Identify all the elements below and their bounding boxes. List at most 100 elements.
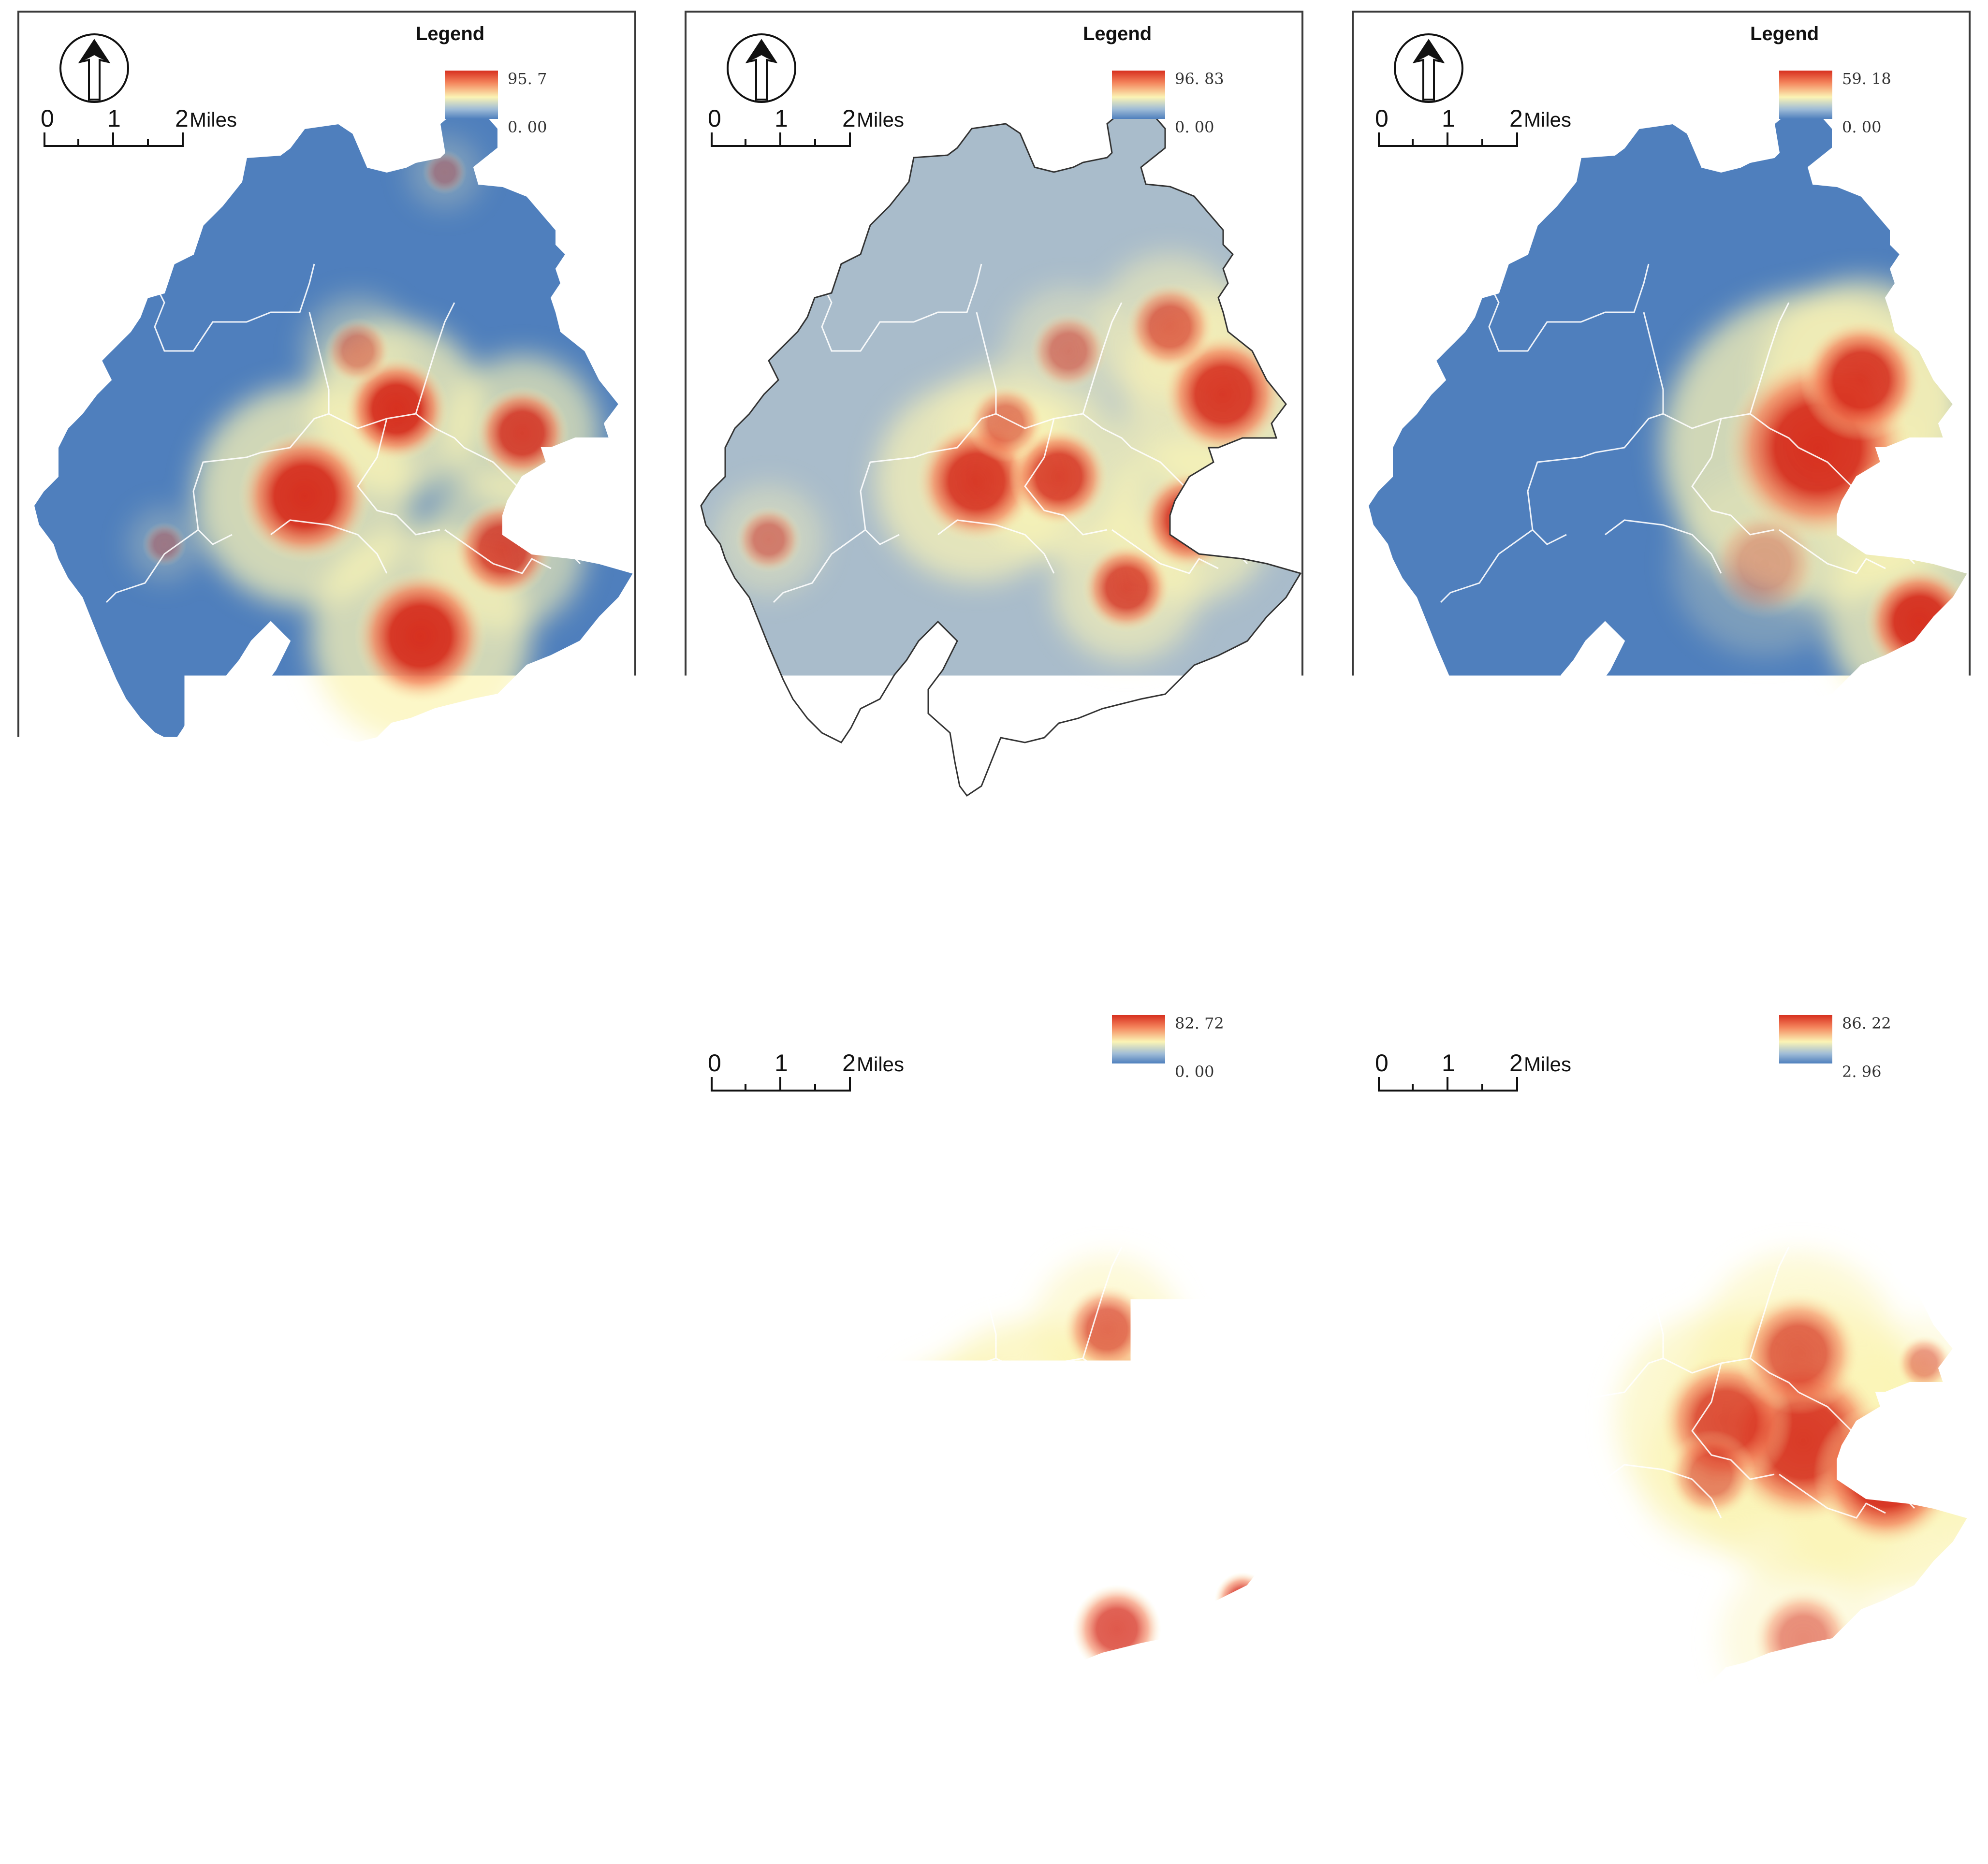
- scale-tick-2: 2: [1509, 1049, 1523, 1077]
- hotspot-core: [324, 318, 391, 384]
- legend-max-value: 83. 90: [508, 1014, 557, 1033]
- hotspot-core: [1845, 456, 1945, 556]
- hotspot-core: [1864, 566, 1971, 677]
- scale-ruler: [1378, 132, 1518, 147]
- hotspot-core: [295, 1262, 362, 1329]
- hotspot-core: [423, 150, 467, 194]
- map-title: Ecological: [1354, 830, 1971, 871]
- map-title: Medical: [19, 830, 636, 871]
- hotspot-core: [967, 385, 1045, 463]
- scale-tick-1: 1: [775, 1049, 788, 1077]
- legend-min-value: 0. 00: [1175, 1063, 1214, 1081]
- scale-tick-0: 0: [41, 1049, 54, 1077]
- legend-color-ramp: [1779, 1015, 1832, 1063]
- scale-ruler: [1378, 1077, 1518, 1092]
- scale-tick-1: 1: [1442, 104, 1455, 132]
- scale-tick-1: 1: [107, 104, 121, 132]
- map-title: Transportation: [1354, 1774, 1971, 1815]
- map-panel-ecological: 0 1 2 Miles Legend 59. 18 0. 00 Ecologic…: [1352, 11, 1971, 904]
- map-title: Educational: [687, 830, 1303, 871]
- legend-title: Legend: [1083, 968, 1152, 990]
- scale-unit: Miles: [1524, 108, 1571, 131]
- scale-bar: 0 1 2 Miles: [44, 104, 247, 153]
- hotspot-core: [1030, 312, 1108, 390]
- scale-tick-0: 0: [1375, 1049, 1389, 1077]
- legend-title: Legend: [1750, 968, 1819, 990]
- legend-max-value: 82. 72: [1175, 1014, 1224, 1033]
- scale-tick-0: 0: [708, 1049, 721, 1077]
- hotspot-core: [1813, 1402, 1958, 1547]
- map-panel-transportation: 0 1 2 Miles Legend 86. 22 2. 96 Transpor…: [1352, 955, 1971, 1849]
- map-panel-cultural-and-sports: 0 1 2 Miles Legend 83. 90 0. 00 Cultural…: [17, 955, 636, 1849]
- hotspot-core: [735, 506, 802, 573]
- scale-tick-1: 1: [775, 104, 788, 132]
- legend-color-ramp: [445, 1015, 498, 1063]
- legend-title: Legend: [1083, 23, 1152, 45]
- hotspot-core: [475, 386, 570, 481]
- scale-ruler: [711, 1077, 851, 1092]
- legend-max-value: 59. 18: [1842, 70, 1891, 88]
- hotspot-core: [1126, 282, 1214, 371]
- hotspot-core: [1667, 1430, 1756, 1519]
- hotspot-core: [476, 1399, 598, 1521]
- legend-color-ramp: [445, 71, 498, 119]
- hotspot-core: [1899, 1411, 1971, 1500]
- scale-unit: Miles: [1524, 1053, 1571, 1076]
- legend-title: Legend: [1750, 23, 1819, 45]
- hotspot-core: [1063, 1285, 1152, 1374]
- hotspot-core: [238, 429, 371, 563]
- legend-max-value: 95. 7: [508, 70, 547, 88]
- legend-color-ramp: [1112, 1015, 1165, 1063]
- legend-max-value: 86. 22: [1842, 1014, 1891, 1033]
- legend-max-value: 96. 83: [1175, 70, 1224, 88]
- legend-min-value: 0. 00: [508, 118, 547, 136]
- scale-unit: Miles: [857, 1053, 904, 1076]
- scale-tick-2: 2: [842, 104, 856, 132]
- hotspot-core: [492, 1517, 581, 1606]
- scale-ruler: [44, 132, 184, 147]
- north-arrow-icon: [1392, 976, 1465, 1049]
- hotspot-core: [1738, 1293, 1860, 1415]
- scale-tick-2: 2: [842, 1049, 856, 1077]
- map-title: Commercial: [687, 1774, 1303, 1815]
- scale-bar: 0 1 2 Miles: [44, 1049, 247, 1097]
- north-arrow-icon: [725, 32, 798, 104]
- hotspot-core: [1147, 1403, 1280, 1536]
- scale-tick-0: 0: [1375, 104, 1389, 132]
- legend-min-value: 2. 96: [1842, 1063, 1881, 1081]
- north-arrow-icon: [725, 976, 798, 1049]
- hotspot-core: [1215, 1573, 1271, 1628]
- map-title: Cultural and sports: [19, 1774, 636, 1815]
- legend-title: Legend: [416, 968, 484, 990]
- hotspot-core: [1800, 319, 1923, 441]
- scale-ruler: [711, 132, 851, 147]
- map-panel-educational: 0 1 2 Miles Legend 96. 83 0. 00 Educatio…: [685, 11, 1303, 904]
- legend-color-ramp: [1112, 71, 1165, 119]
- map-panel-medical: 0 1 2 Miles Legend 95. 7 0. 00 Medical: [17, 11, 636, 904]
- scale-unit: Miles: [857, 108, 904, 131]
- hotspot-core: [1709, 508, 1820, 619]
- hotspot-core: [354, 569, 487, 703]
- north-arrow-icon: [1392, 32, 1465, 104]
- north-arrow-icon: [58, 32, 131, 104]
- scale-tick-1: 1: [107, 1049, 121, 1077]
- scale-bar: 0 1 2 Miles: [1378, 1049, 1581, 1097]
- hotspot-core: [1754, 1589, 1854, 1689]
- hotspot-core: [142, 522, 187, 567]
- scale-tick-0: 0: [708, 104, 721, 132]
- legend-title: Legend: [416, 23, 484, 45]
- scale-ruler: [44, 1077, 184, 1092]
- scale-bar: 0 1 2 Miles: [711, 104, 914, 153]
- scale-tick-2: 2: [175, 104, 189, 132]
- map-panel-commercial: 0 1 2 Miles Legend 82. 72 0. 00 Commerci…: [685, 955, 1303, 1849]
- scale-tick-2: 2: [1509, 104, 1523, 132]
- legend-min-value: 0. 00: [1842, 118, 1881, 136]
- hotspot-core: [1082, 543, 1171, 632]
- scale-tick-2: 2: [175, 1049, 189, 1077]
- legend-min-value: 0. 00: [508, 1063, 547, 1081]
- north-arrow-icon: [58, 976, 131, 1049]
- scale-tick-1: 1: [1442, 1049, 1455, 1077]
- scale-bar: 0 1 2 Miles: [711, 1049, 914, 1097]
- scale-bar: 0 1 2 Miles: [1378, 104, 1581, 153]
- scale-unit: Miles: [190, 1053, 237, 1076]
